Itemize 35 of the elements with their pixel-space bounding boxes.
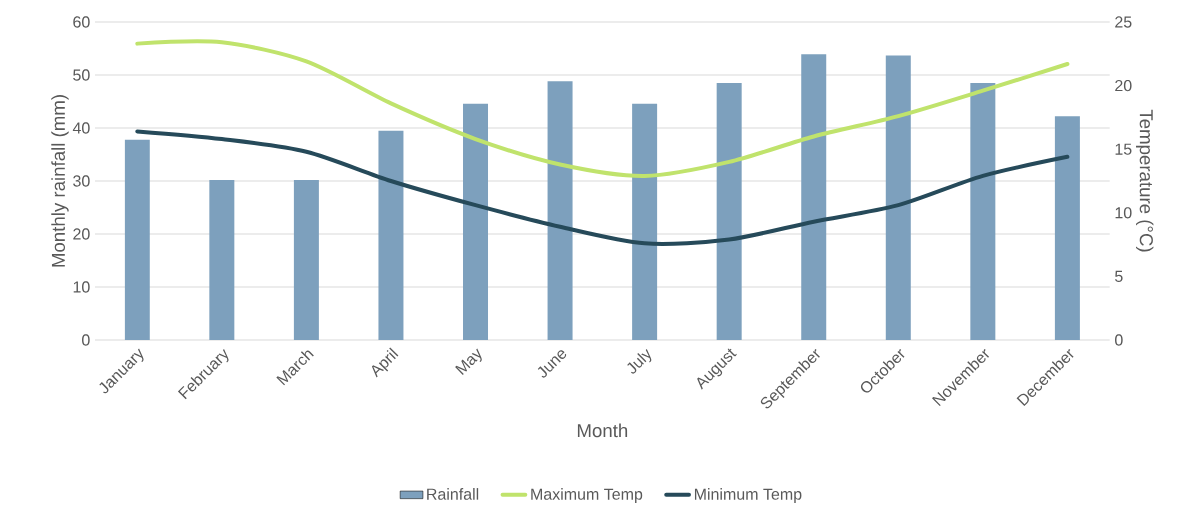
y-tick-label: 60 (73, 16, 90, 28)
legend-label: Maximum Temp (531, 488, 643, 503)
y2-tick-label: 20 (1115, 79, 1132, 92)
y2-tick-label: 25 (1115, 16, 1132, 28)
y-tick-label: 0 (82, 334, 90, 346)
y2-axis-title: Temperature (°C) (1136, 109, 1154, 252)
y-axis-title: Monthly rainfall (mm) (51, 95, 69, 267)
bar (716, 82, 742, 340)
y2-tick-label: 0 (1115, 334, 1123, 346)
bar (801, 54, 827, 340)
bar (1054, 116, 1080, 340)
y2-tick-label: 5 (1115, 270, 1123, 282)
x-axis-title: Month (577, 423, 628, 438)
bar (632, 103, 658, 340)
y-tick-label: 10 (73, 281, 90, 293)
y-tick-label: 50 (73, 69, 90, 81)
y-tick-label: 30 (73, 175, 90, 187)
bar (970, 82, 996, 340)
line-series (135, 39, 1070, 178)
legend-label: Minimum Temp (694, 488, 802, 503)
x-tick-label: July (627, 348, 652, 374)
legend-label: Rainfall (427, 488, 479, 500)
bar (463, 103, 489, 340)
line-series (135, 129, 1070, 246)
bar (885, 55, 911, 340)
y-tick-label: 20 (73, 228, 90, 240)
bar (293, 179, 319, 340)
bar (547, 81, 573, 340)
x-tick-label: May (455, 348, 482, 375)
bar (209, 179, 235, 340)
bar (378, 130, 404, 340)
y2-tick-label: 10 (1115, 207, 1132, 219)
y2-tick-label: 15 (1115, 143, 1132, 155)
bar (124, 139, 150, 340)
y-tick-label: 40 (72, 122, 90, 134)
